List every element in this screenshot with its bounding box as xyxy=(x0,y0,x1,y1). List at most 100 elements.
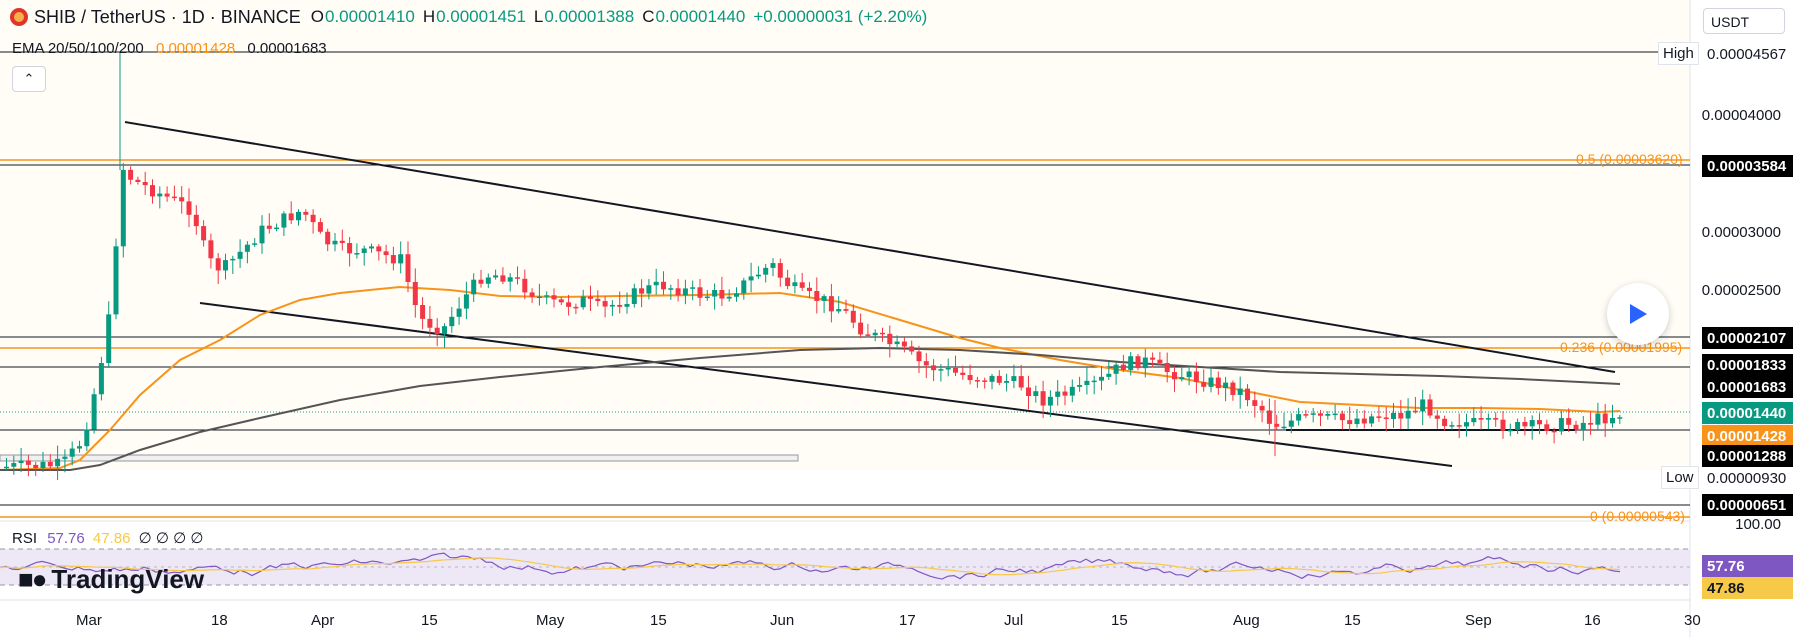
candle-body xyxy=(208,240,214,259)
candle-body xyxy=(726,296,732,299)
candle-body xyxy=(1485,418,1491,420)
candle-body xyxy=(1252,400,1258,406)
candle-body xyxy=(296,211,301,221)
candle-body xyxy=(288,213,294,221)
candle-body xyxy=(887,333,893,345)
symbol-title[interactable]: SHIB / TetherUS · 1D · BINANCE xyxy=(34,6,301,27)
candle-body xyxy=(347,243,353,254)
candle-body xyxy=(69,448,75,457)
candle-body xyxy=(471,279,477,295)
candle-body xyxy=(1376,416,1382,418)
open-label: O xyxy=(310,7,324,26)
candle-body xyxy=(712,289,718,297)
candle-body xyxy=(1471,418,1477,423)
candle-body xyxy=(369,246,374,249)
candle-body xyxy=(1427,399,1433,416)
candle-body xyxy=(113,246,119,315)
candle-body xyxy=(303,211,309,215)
candle-body xyxy=(1580,422,1586,430)
candle-body xyxy=(1449,425,1455,427)
candle-body xyxy=(1332,413,1338,416)
candle-body xyxy=(1208,377,1214,387)
play-icon xyxy=(1630,304,1647,324)
candle-body xyxy=(1617,417,1623,419)
ema-line-gray xyxy=(0,346,1621,471)
candle-body xyxy=(1493,418,1499,420)
candle-body xyxy=(1339,413,1345,421)
time-axis-label: Apr xyxy=(311,612,335,629)
candle-body xyxy=(1456,425,1462,427)
candle-body xyxy=(690,287,696,289)
replay-play-button[interactable] xyxy=(1607,283,1669,345)
candle-body xyxy=(434,327,440,335)
candle-body xyxy=(193,214,199,227)
candle-body xyxy=(157,193,163,197)
candle-body xyxy=(1434,415,1440,419)
candle-body xyxy=(1157,359,1163,363)
candle-body xyxy=(1069,386,1075,396)
price-tag-0651: 0.00000651 xyxy=(1702,494,1793,516)
candle-body xyxy=(1215,377,1221,389)
shib-logo-icon xyxy=(10,8,28,26)
candle-body xyxy=(1537,420,1542,425)
tradingview-logo[interactable]: ■● TradingView xyxy=(18,564,204,595)
ema-value-2: 0.00001683 xyxy=(247,40,327,57)
candle-body xyxy=(1318,413,1323,416)
candle-body xyxy=(536,296,542,299)
candle-body xyxy=(442,326,447,335)
candle-body xyxy=(1113,364,1119,374)
candle-body xyxy=(1223,382,1229,389)
candle-body xyxy=(1478,418,1484,420)
candle-body xyxy=(18,460,24,464)
candle-body xyxy=(1026,387,1031,397)
candle-body xyxy=(602,301,608,307)
candle-body xyxy=(1405,410,1411,419)
time-axis-label: May xyxy=(536,612,565,629)
candle-body xyxy=(171,196,177,199)
candle-body xyxy=(215,258,221,271)
candle-body xyxy=(1281,426,1287,429)
candle-body xyxy=(982,380,988,382)
candle-body xyxy=(1383,417,1389,420)
candle-body xyxy=(828,296,834,312)
candle-body xyxy=(40,461,46,469)
rsi-value: 57.76 xyxy=(47,530,85,547)
candle-body xyxy=(1193,371,1199,383)
candle-body xyxy=(1588,422,1594,425)
candle-body xyxy=(25,460,31,465)
rsi-legend[interactable]: RSI 57.76 47.86 ∅ ∅ ∅ ∅ xyxy=(12,529,203,547)
candle-body xyxy=(84,429,90,447)
candle-body xyxy=(325,231,331,245)
candle-body xyxy=(1011,376,1017,381)
candle-body xyxy=(427,318,433,328)
candle-body xyxy=(1201,382,1207,387)
rsi-label: RSI xyxy=(12,530,38,547)
candle-body xyxy=(1135,356,1141,369)
candle-body xyxy=(996,375,1002,383)
candle-body xyxy=(1566,418,1572,425)
candle-body xyxy=(1442,418,1448,427)
candle-body xyxy=(150,185,155,197)
candle-body xyxy=(463,294,469,309)
candle-body xyxy=(1179,377,1185,380)
currency-selector[interactable]: USDT xyxy=(1703,8,1785,34)
candle-body xyxy=(142,182,148,186)
ema-line-orange xyxy=(0,285,1621,471)
candle-body xyxy=(639,288,645,294)
candle-body xyxy=(799,282,805,288)
collapse-legend-button[interactable]: ⌃ xyxy=(12,66,46,92)
candle-body xyxy=(1266,410,1272,424)
candle-body xyxy=(1245,388,1250,401)
candle-body xyxy=(1106,373,1112,377)
symbol-header: SHIB / TetherUS · 1D · BINANCE O 0.00001… xyxy=(10,7,935,27)
price-axis-label: 0.00004000 xyxy=(1701,107,1781,124)
chevron-up-icon: ⌃ xyxy=(23,71,35,86)
candle-body xyxy=(872,332,878,336)
candle-body xyxy=(515,277,520,279)
candle-body xyxy=(697,287,703,298)
candle-body xyxy=(719,289,725,299)
ema-legend[interactable]: EMA 20/50/100/200 0.00001428 0.00001683 xyxy=(12,40,327,57)
candle-body xyxy=(128,169,134,180)
